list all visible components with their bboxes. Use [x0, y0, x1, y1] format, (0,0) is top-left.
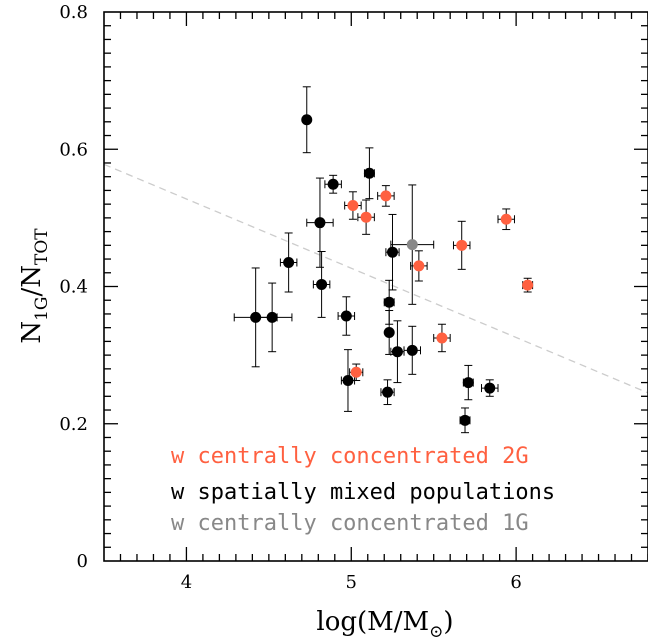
error-bars — [233, 86, 534, 434]
trend-line — [103, 163, 648, 394]
y-tick-label: 0.4 — [59, 277, 88, 298]
x-tick-label: 6 — [510, 572, 521, 593]
data-point — [462, 377, 474, 389]
data-point — [250, 311, 262, 323]
data-point — [350, 366, 362, 378]
plot-frame — [103, 11, 648, 562]
data-point — [327, 178, 339, 190]
data-point — [347, 200, 359, 212]
data-point — [406, 239, 418, 251]
data-point — [283, 256, 295, 268]
data-points — [250, 114, 534, 426]
x-tick-label: 5 — [346, 572, 357, 593]
data-point — [340, 310, 352, 322]
x-tick-label: 4 — [181, 572, 192, 593]
legend: w centrally concentrated 2G w spatially … — [171, 444, 555, 536]
data-point — [380, 190, 392, 202]
data-point — [383, 296, 395, 308]
x-axis-title: log(M/M⊙) — [316, 607, 453, 642]
y-tick-label: 0 — [77, 551, 88, 572]
data-point — [363, 167, 375, 179]
tick-labels: 4 5 6 0 0.2 0.4 0.6 0.8 — [59, 2, 521, 593]
y-axis-title: N1G/NTOT — [17, 228, 52, 344]
axis-ticks — [104, 12, 648, 561]
data-point — [500, 213, 512, 225]
data-point — [316, 278, 328, 290]
data-point — [413, 260, 425, 272]
y-tick-label: 0.6 — [59, 139, 88, 160]
legend-label-mixed: w spatially mixed populations — [171, 480, 555, 505]
data-point — [266, 311, 278, 323]
y-tick-label: 0.2 — [59, 414, 88, 435]
data-point — [383, 326, 395, 338]
data-point — [484, 382, 496, 394]
legend-label-2g: w centrally concentrated 2G — [171, 444, 529, 469]
legend-label-1g: w centrally concentrated 1G — [171, 511, 529, 536]
data-point — [386, 246, 398, 258]
y-tick-label: 0.8 — [59, 2, 88, 23]
data-point — [301, 114, 313, 126]
data-point — [314, 217, 326, 229]
data-point — [391, 346, 403, 358]
data-point — [342, 375, 354, 387]
data-point — [360, 211, 372, 223]
data-point — [459, 414, 471, 426]
data-point — [456, 239, 468, 251]
data-point — [406, 344, 418, 356]
data-point — [522, 279, 534, 291]
data-point — [436, 332, 448, 344]
data-point — [382, 386, 394, 398]
